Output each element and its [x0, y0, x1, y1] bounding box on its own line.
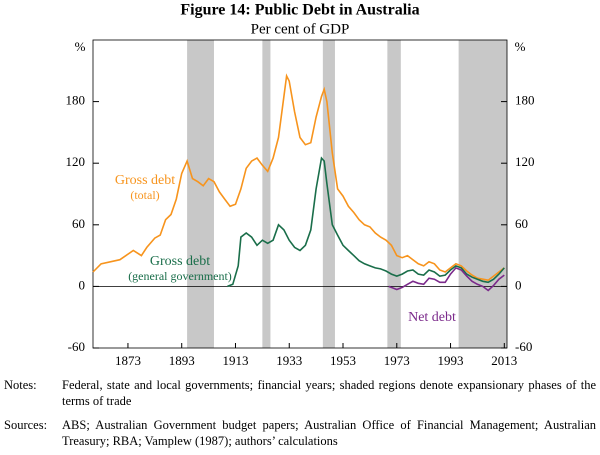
series-label: Net debt — [408, 310, 456, 325]
y2-tick-label: 60 — [515, 216, 528, 231]
y-tick-label: 180 — [66, 93, 86, 108]
shaded-region — [458, 40, 507, 348]
series-note: (total) — [130, 188, 159, 202]
sources: Sources: ABS; Australian Government budge… — [4, 417, 596, 449]
x-tick-label: 1913 — [222, 353, 248, 368]
x-tick-label: 1893 — [169, 353, 195, 368]
y2-tick-label: -60 — [515, 339, 532, 354]
chart: Figure 14: Public Debt in Australia Per … — [66, 2, 535, 368]
y2-tick-label: 0 — [515, 277, 522, 292]
series-label: Gross debt — [115, 173, 175, 188]
x-tick-label: 2013 — [491, 353, 517, 368]
notes-text: Federal, state and local governments; fi… — [62, 378, 596, 408]
shaded-region — [387, 40, 401, 348]
chart-subtitle: Per cent of GDP — [251, 21, 350, 37]
shaded-region — [187, 40, 214, 348]
y2-tick-label: 120 — [515, 154, 535, 169]
sources-label: Sources: — [4, 418, 48, 432]
x-tick-label: 1933 — [276, 353, 302, 368]
series-line — [388, 266, 505, 292]
chart-title: Figure 14: Public Debt in Australia — [180, 2, 419, 19]
y-unit: % — [75, 39, 86, 54]
notes-label: Notes: — [4, 378, 37, 392]
x-tick-label: 1973 — [384, 353, 410, 368]
x-tick-label: 1993 — [438, 353, 464, 368]
plot-frame — [92, 39, 508, 349]
y-tick-label: 120 — [66, 154, 86, 169]
y-tick-label: 0 — [79, 277, 86, 292]
y2-tick-label: 180 — [515, 93, 535, 108]
y2-unit: % — [515, 39, 526, 54]
notes: Notes: Federal, state and local governmen… — [4, 377, 596, 409]
series-line — [92, 73, 505, 282]
series-label: Gross debt — [150, 254, 210, 269]
series-line — [227, 156, 505, 288]
x-tick-label: 1873 — [115, 353, 141, 368]
series-note: (general government) — [128, 269, 232, 283]
shaded-region — [262, 40, 271, 348]
sources-text: ABS; Australian Government budget papers… — [62, 418, 596, 448]
y-tick-label: -60 — [68, 339, 85, 354]
x-tick-label: 1953 — [330, 353, 356, 368]
y-tick-label: 60 — [72, 216, 85, 231]
